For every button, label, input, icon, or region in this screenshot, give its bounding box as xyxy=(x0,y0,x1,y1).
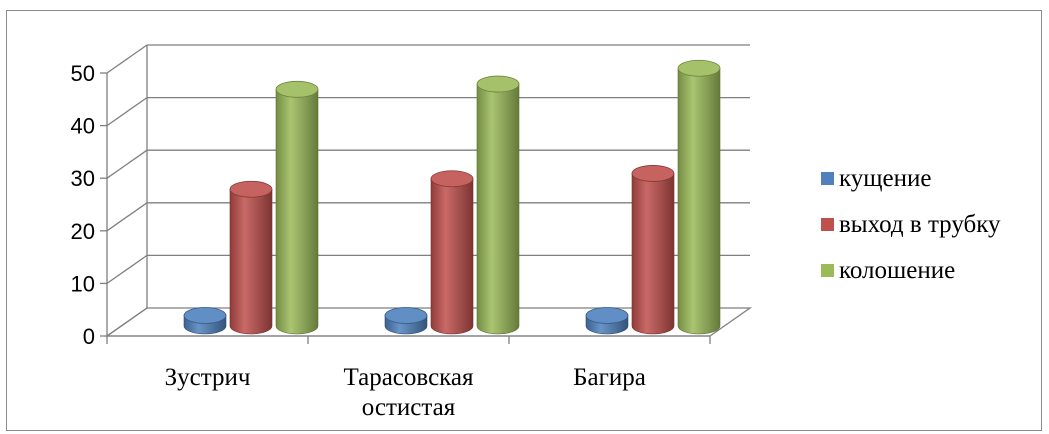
legend-swatch xyxy=(821,172,834,185)
x-tick-label: Тарасовская остистая xyxy=(343,364,474,421)
legend-item-2: колошение xyxy=(821,257,955,284)
x-axis: Зустрич Тарасовская остистая Багира xyxy=(106,335,711,421)
bar-1-1 xyxy=(430,170,474,335)
y-tick-label: 10 xyxy=(71,271,95,296)
legend-label: выход в трубку xyxy=(839,211,1001,238)
y-tick-label: 0 xyxy=(83,324,95,349)
x-tick-label: Багира xyxy=(573,364,646,391)
gridline-50 xyxy=(106,44,750,74)
legend-item-0: кущение xyxy=(821,165,932,192)
x-tick-label: Зустрич xyxy=(165,364,251,391)
bar-2-2 xyxy=(677,59,721,335)
bar-1-0 xyxy=(229,180,273,335)
legend-swatch xyxy=(821,264,834,277)
bars xyxy=(183,59,721,335)
chart-frame xyxy=(6,10,1042,431)
bar-0-2 xyxy=(585,307,629,335)
bar-2-0 xyxy=(275,80,319,335)
legend-label: колошение xyxy=(839,257,955,284)
bar-2-1 xyxy=(476,75,520,335)
y-tick-label: 30 xyxy=(71,166,95,191)
legend: кущение выход в трубку колошение xyxy=(821,165,1001,284)
y-tick-label: 20 xyxy=(71,219,95,244)
legend-swatch xyxy=(821,218,834,231)
bar-0-1 xyxy=(384,307,428,335)
bar-0-0 xyxy=(183,307,227,335)
y-axis: 0 10 20 30 40 50 xyxy=(71,61,108,349)
legend-item-1: выход в трубку xyxy=(821,211,1001,238)
gridline-30 xyxy=(106,149,750,179)
y-tick-label: 40 xyxy=(71,114,95,139)
y-tick-label: 50 xyxy=(71,61,95,86)
gridline-40 xyxy=(106,96,750,127)
bar-1-2 xyxy=(631,165,675,335)
legend-label: кущение xyxy=(839,165,932,192)
